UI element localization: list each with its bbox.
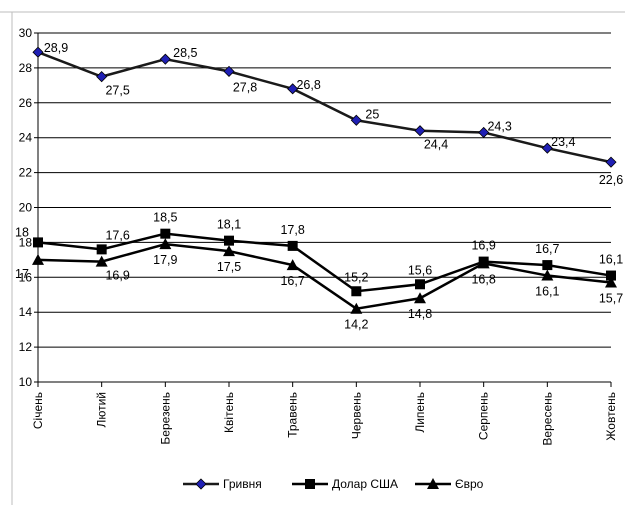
data-label: 17,8 <box>280 223 304 237</box>
legend: Гривня Долар США Євро <box>183 477 484 491</box>
series-2-point <box>287 240 298 251</box>
y-tick-label: 20 <box>19 201 33 215</box>
series-1-point <box>478 126 490 139</box>
x-tick-label: Березень <box>158 392 172 445</box>
y-tick-label: 28 <box>19 61 33 75</box>
data-label: 16,9 <box>105 269 129 283</box>
data-label: 16,1 <box>535 285 559 299</box>
axes: 10 12 14 16 18 20 22 24 26 28 30 Січень Лютий Березен… <box>19 26 618 446</box>
series-2-point <box>415 279 425 290</box>
data-label: 16,1 <box>599 253 623 267</box>
data-label: 24,3 <box>487 119 511 133</box>
series-1-point <box>414 125 426 137</box>
series-2-point <box>160 228 171 239</box>
x-tick-label: Липень <box>413 392 427 433</box>
series-2-point <box>33 237 43 248</box>
y-tick-label: 30 <box>19 26 33 40</box>
series-line-3 <box>37 242 612 311</box>
series-2-point <box>351 286 362 297</box>
legend-label-2: Долар США <box>332 477 398 491</box>
legend-marker-3 <box>427 478 439 489</box>
series-3-point <box>95 255 108 267</box>
series-3-point <box>286 259 299 271</box>
series-line-1 <box>37 51 612 164</box>
data-label: 27,8 <box>233 80 257 94</box>
data-label: 17,5 <box>217 260 241 274</box>
series-3-point <box>414 292 426 304</box>
data-label: 17 <box>15 267 29 281</box>
series-1-point <box>223 65 235 77</box>
y-tick-label: 10 <box>19 375 33 389</box>
y-tick-label: 24 <box>19 131 33 145</box>
data-label: 17,9 <box>153 253 177 267</box>
x-tick-label: Лютий <box>95 392 109 428</box>
y-tick-label: 16 <box>19 270 33 284</box>
series-1-point <box>605 156 617 168</box>
series-1-point <box>287 83 299 95</box>
series-1-point <box>350 114 362 126</box>
data-label: 25 <box>365 107 379 121</box>
legend-label-3: Євро <box>455 477 484 491</box>
data-label: 14,8 <box>408 307 432 321</box>
series-2-point <box>224 235 234 246</box>
x-tick-label: Жовтень <box>604 392 618 441</box>
series-2-point <box>96 244 107 255</box>
series-3-point <box>477 257 490 269</box>
data-label: 15,7 <box>599 292 623 306</box>
y-tick-label: 26 <box>19 96 33 110</box>
data-label: 28,5 <box>173 46 197 60</box>
series-1-point <box>541 142 553 154</box>
data-labels: 28,9 27,5 28,5 27,8 26,8 25 24,4 24,3 23,4 22,6 18… <box>15 41 623 332</box>
data-label: 22,6 <box>599 173 623 187</box>
series-1-point <box>96 71 108 83</box>
data-label: 18,5 <box>153 211 177 225</box>
data-label: 14,2 <box>344 318 368 332</box>
series-3-point <box>605 276 617 288</box>
data-label: 18,1 <box>217 218 241 232</box>
x-tick-label: Червень <box>349 392 363 439</box>
legend-label-1: Гривня <box>223 477 262 491</box>
series-1-point <box>159 53 171 65</box>
data-label: 23,4 <box>551 135 575 149</box>
series-3-point <box>159 238 172 250</box>
data-label: 16,7 <box>280 274 304 288</box>
x-tick-label: Січень <box>31 392 45 429</box>
data-label: 15,2 <box>344 270 368 284</box>
legend-marker-1 <box>195 478 207 490</box>
data-label: 26,8 <box>296 78 320 92</box>
x-tick-label: Вересень <box>540 392 554 446</box>
series-3-point <box>32 253 44 265</box>
data-label: 28,9 <box>44 41 68 55</box>
series-line-2 <box>37 232 612 293</box>
data-label: 18 <box>15 225 29 239</box>
data-label: 16,8 <box>471 272 495 286</box>
series-3-point <box>541 269 554 281</box>
legend-marker-2 <box>305 479 315 489</box>
data-label: 16,7 <box>535 242 559 256</box>
data-label: 15,6 <box>408 263 432 277</box>
y-tick-label: 18 <box>19 235 33 249</box>
series-lines <box>32 46 617 314</box>
y-tick-label: 22 <box>19 166 33 180</box>
x-tick-label: Серпень <box>477 392 491 440</box>
data-label: 17,6 <box>105 228 129 242</box>
series-2-point <box>542 260 553 271</box>
data-label: 27,5 <box>105 84 129 98</box>
series-3-point <box>223 245 235 257</box>
data-label: 16,9 <box>471 239 495 253</box>
y-tick-label: 14 <box>19 305 33 319</box>
x-tick-label: Травень <box>286 392 300 438</box>
series-1-point <box>32 46 44 58</box>
data-label: 24,4 <box>424 138 448 152</box>
x-tick-label: Квітень <box>222 392 236 433</box>
series-3-point <box>350 302 363 314</box>
y-tick-label: 12 <box>19 340 33 354</box>
series-2-point <box>606 270 616 281</box>
